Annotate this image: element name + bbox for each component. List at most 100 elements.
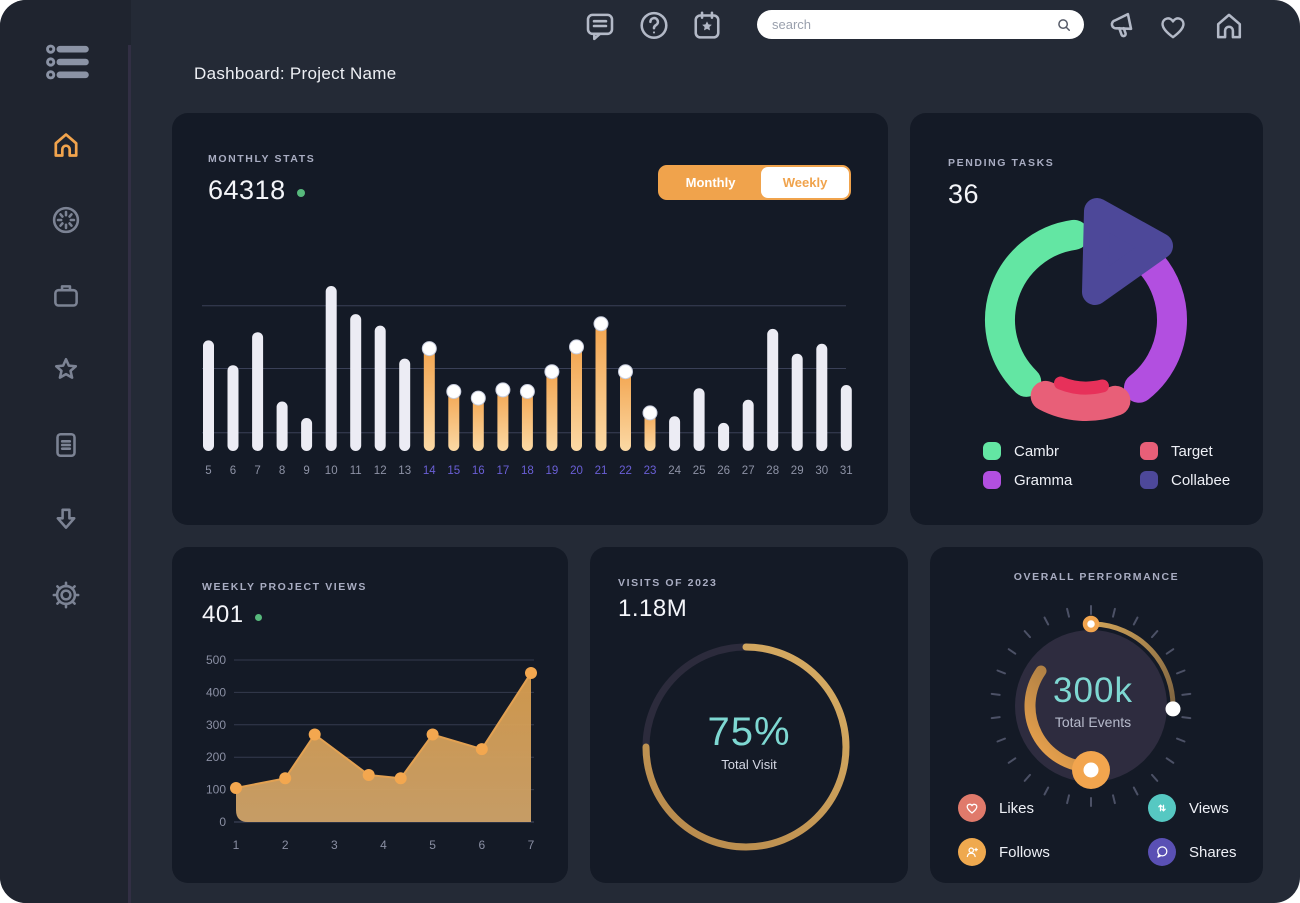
sidebar-item-activity[interactable] <box>49 203 83 237</box>
donut-inner-accent <box>1054 376 1109 395</box>
trend-dot <box>296 188 305 197</box>
y-tick: 400 <box>206 685 226 699</box>
data-point <box>279 772 292 785</box>
legend-label: Views <box>1189 799 1229 817</box>
bar <box>227 365 239 451</box>
sidebar-item-home[interactable] <box>49 128 83 162</box>
legend-item-target[interactable]: Target <box>1140 442 1230 460</box>
weekly-views-label: WEEKLY PROJECT VIEWS <box>202 581 368 593</box>
user-plus-icon <box>958 838 986 866</box>
legend-item-collabee[interactable]: Collabee <box>1140 471 1230 489</box>
toggle-weekly-button[interactable]: Weekly <box>761 167 849 198</box>
data-point <box>525 667 537 679</box>
pending-tasks-label: PENDING TASKS <box>948 157 1055 169</box>
megaphone-icon[interactable] <box>1106 8 1142 44</box>
x-tick: 22 <box>619 465 632 477</box>
performance-value: 300k <box>1053 671 1133 710</box>
chat-bubble-icon <box>1148 838 1176 866</box>
x-tick: 30 <box>815 465 828 477</box>
legend-label: Shares <box>1189 843 1237 861</box>
x-tick: 29 <box>791 465 804 477</box>
performance-legend-item-likes[interactable]: Likes <box>958 794 1148 822</box>
x-tick: 8 <box>279 465 285 477</box>
bar <box>374 325 386 451</box>
sidebar <box>0 0 131 903</box>
bar-cap-dot <box>421 341 437 357</box>
bar <box>791 353 803 451</box>
performance-legend-item-views[interactable]: Views <box>1148 794 1237 822</box>
home-icon <box>49 133 83 165</box>
bar-cap-dot <box>642 405 658 421</box>
notes-icon <box>49 432 83 465</box>
ring-progress <box>642 643 850 851</box>
calendar-star-icon[interactable] <box>689 8 725 44</box>
gauge-dial <box>1015 630 1167 782</box>
visits-card: VISITS OF 2023 1.18M 75% Total Visit <box>590 547 908 883</box>
monthly-bar-chart: 5 6 7 8 9 10 11 12 13 14 15 16 17 18 19 20 21 22 23 24 25 26 2… <box>202 255 858 487</box>
bar-cap-dot <box>593 316 609 332</box>
search-input[interactable] <box>757 17 1055 32</box>
trend-dot <box>254 613 262 621</box>
x-tick: 28 <box>766 465 779 477</box>
x-tick: 3 <box>331 838 338 852</box>
chat-icon[interactable] <box>582 8 618 44</box>
legend-swatch <box>1140 442 1158 460</box>
star-icon <box>49 357 83 390</box>
x-tick: 9 <box>303 465 309 477</box>
sidebar-nav <box>0 128 131 612</box>
bar <box>325 286 337 451</box>
x-tick: 1 <box>233 838 240 852</box>
x-tick: 7 <box>528 838 535 852</box>
y-tick: 100 <box>206 783 226 797</box>
bar <box>276 401 288 451</box>
x-tick: 26 <box>717 465 730 477</box>
bar-cap-dot <box>519 384 535 399</box>
donut-segment-target <box>1030 380 1131 421</box>
monthly-stats-label: MONTHLY STATS <box>208 153 316 165</box>
sidebar-item-downloads[interactable] <box>49 503 83 537</box>
bar-cap-dot <box>569 339 584 355</box>
sidebar-item-projects[interactable] <box>49 278 83 312</box>
performance-legend-item-shares[interactable]: Shares <box>1148 838 1237 866</box>
search-bar <box>757 10 1084 39</box>
sidebar-item-favorites[interactable] <box>49 353 83 387</box>
menu-list-icon[interactable] <box>42 40 96 84</box>
toggle-monthly-button[interactable]: Monthly <box>685 175 736 190</box>
x-tick: 14 <box>423 465 436 477</box>
bar-cap-dot <box>544 364 560 380</box>
y-tick: 200 <box>206 750 226 764</box>
donut-segment-collabee <box>1082 198 1173 305</box>
period-toggle: Monthly Weekly <box>658 165 851 200</box>
data-point <box>308 728 321 741</box>
bar <box>521 385 533 451</box>
performance-legend: Likes Views Follows Shares <box>958 794 1237 866</box>
bar-cap-dot <box>618 364 633 380</box>
gauge-end-dot <box>1165 701 1181 717</box>
search-icon[interactable] <box>1055 16 1073 34</box>
sidebar-item-settings[interactable] <box>49 578 83 612</box>
gauge-start-knob[interactable] <box>1082 615 1100 633</box>
visits-ring-center: 75% Total Visit <box>590 710 908 772</box>
x-tick: 24 <box>668 465 681 477</box>
legend-swatch <box>983 442 1001 460</box>
bar <box>718 422 730 451</box>
gear-icon <box>49 581 83 615</box>
bar <box>350 314 362 451</box>
legend-item-cambr[interactable]: Cambr <box>983 442 1140 460</box>
performance-legend-item-follows[interactable]: Follows <box>958 838 1148 866</box>
monthly-stats-value: 64318 <box>208 175 305 206</box>
x-tick: 11 <box>350 465 362 477</box>
x-tick: 23 <box>644 465 657 477</box>
heart-icon[interactable] <box>1156 10 1190 44</box>
help-icon[interactable] <box>636 8 672 44</box>
data-point <box>475 743 488 756</box>
x-tick: 25 <box>693 465 706 477</box>
sidebar-item-notes[interactable] <box>49 428 83 462</box>
home-topbar-icon[interactable] <box>1211 8 1247 44</box>
legend-label: Likes <box>999 799 1035 817</box>
weekly-views-card: WEEKLY PROJECT VIEWS 401 500 400 300 200 100… <box>172 547 568 883</box>
bar-cap-dot <box>446 384 462 399</box>
bar <box>546 365 558 451</box>
legend-item-gramma[interactable]: Gramma <box>983 471 1140 489</box>
donut-segment-gramma <box>1123 247 1187 403</box>
